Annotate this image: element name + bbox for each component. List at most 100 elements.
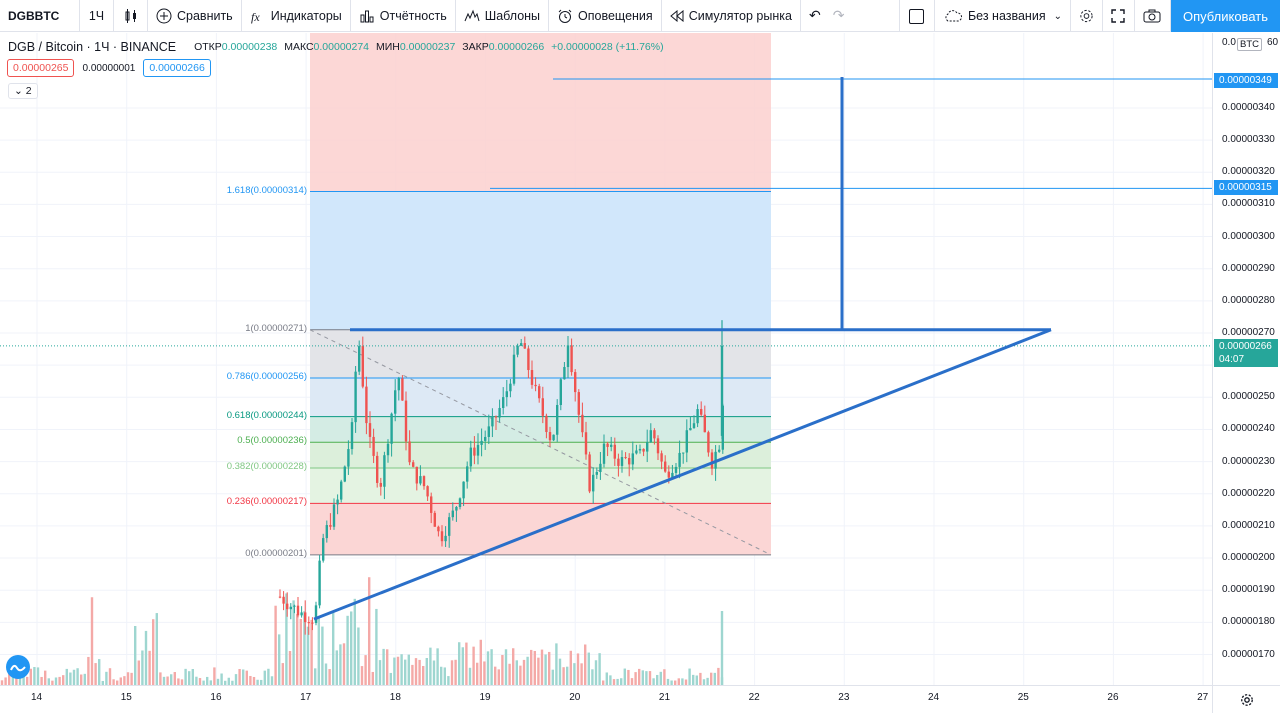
tradingview-logo[interactable] (6, 655, 30, 679)
gear-icon (1240, 693, 1253, 706)
volume-bar (386, 649, 389, 685)
volume-bar (605, 672, 608, 685)
volume-bar (195, 676, 198, 685)
candle-body (664, 461, 667, 472)
volume-bar (184, 668, 187, 685)
volume-bar (558, 658, 562, 685)
price-tick: 0.00000340 (1222, 101, 1275, 113)
volume-bar (303, 611, 306, 685)
volume-bar (281, 663, 284, 685)
undo-icon[interactable]: ↶ (808, 7, 821, 23)
volume-bar (483, 661, 486, 685)
candle-body (282, 596, 285, 604)
bid-ask-row: 0.00000265 0.00000001 0.00000266 (7, 59, 211, 77)
financials-button[interactable]: Отчётность (351, 0, 456, 32)
buy-price-box[interactable]: 0.00000266 (143, 59, 211, 77)
candle-body (476, 444, 480, 456)
volume-bar (357, 627, 360, 685)
candle-body (300, 612, 303, 616)
volume-bar (119, 677, 122, 685)
chart-canvas[interactable] (0, 33, 1212, 685)
replay-button[interactable]: Симулятор рынка (662, 0, 801, 32)
volume-bar (252, 676, 256, 685)
price-tick: 0.00000210 (1222, 519, 1275, 531)
candle-body (656, 438, 660, 454)
low-label: МИН (375, 41, 400, 53)
candle-body (408, 441, 411, 463)
volume-bar (695, 675, 698, 685)
expand-button[interactable] (1103, 0, 1135, 32)
price-tick: 0.00000250 (1222, 391, 1275, 403)
candle-body (570, 345, 573, 373)
candle-body (397, 378, 400, 391)
top-toolbar: DGBBTC 1Ч Сравнить fx Индикаторы Отчётно… (0, 0, 1280, 32)
alerts-button[interactable]: Оповещения (549, 0, 662, 32)
fx-icon: fx (251, 10, 260, 24)
toolbar-right: Без названия ⌄ Опубликовать (898, 0, 1280, 32)
time-tick: 17 (300, 692, 312, 703)
candle-body (422, 476, 426, 487)
indicators-label: Индикаторы (270, 8, 342, 23)
price-axis[interactable]: 0.00000340 0.00000330 0.00000320 0.00000310… (1212, 33, 1280, 685)
currency-badge[interactable]: BTC (1237, 38, 1262, 51)
volume-bar (170, 674, 173, 685)
chart-type-button[interactable] (114, 0, 148, 32)
volume-bar (533, 650, 536, 685)
volume-bar (231, 680, 234, 685)
triangle-support-line (313, 328, 1052, 621)
close-label: ЗАКР (462, 41, 489, 53)
layout-name-button[interactable]: Без названия ⌄ (935, 0, 1071, 32)
volume-bar (573, 663, 576, 685)
volume-bar (148, 650, 151, 685)
price-tick: 0.00000200 (1222, 552, 1275, 564)
time-axis[interactable]: 14 15 16 17 18 19 20 21 22 23 24 25 26 27 (0, 685, 1212, 713)
templates-button[interactable]: Шаблоны (456, 0, 550, 32)
volume-bar (461, 647, 464, 685)
interval-button[interactable]: 1Ч (80, 0, 114, 32)
candle-body (588, 454, 591, 492)
candle-body (667, 471, 670, 478)
open-label: ОТКР (194, 41, 222, 53)
compare-button[interactable]: Сравнить (148, 0, 242, 32)
candle-body (462, 481, 465, 499)
volume-bar (87, 656, 90, 685)
candle-body (426, 486, 429, 497)
snapshot-button[interactable] (1135, 0, 1171, 32)
redo-icon[interactable]: ↷ (832, 7, 845, 23)
candle-body (660, 453, 663, 462)
volume-bar (652, 678, 655, 685)
axis-settings-button[interactable] (1212, 685, 1280, 713)
volume-bar (242, 669, 245, 685)
sell-price-box[interactable]: 0.00000265 (7, 59, 75, 77)
volume-bar (458, 642, 461, 685)
volume-bar (432, 660, 436, 685)
volume-bar (551, 669, 554, 685)
symbol-search[interactable]: DGBBTC (0, 0, 80, 32)
indicators-collapse-toggle[interactable]: ⌄ 2 (8, 83, 38, 99)
volume-bar (692, 674, 695, 685)
settings-button[interactable] (1071, 0, 1103, 32)
volume-bar (8, 671, 11, 685)
candle-body (350, 422, 354, 450)
candle-body (336, 499, 339, 505)
candle-body (401, 378, 404, 401)
series-title[interactable]: DGB / Bitcoin · 1Ч · BINANCE (8, 40, 177, 54)
time-tick: 27 (1197, 692, 1209, 703)
publish-button[interactable]: Опубликовать (1170, 0, 1280, 32)
volume-bar (447, 676, 450, 685)
chart-pane[interactable]: 1.618(0.00000314) 1(0.00000271) 0.786(0.00… (0, 33, 1212, 685)
current-price: 0.00000266 (1219, 341, 1272, 352)
volume-bar (76, 668, 79, 685)
volume-bar (83, 673, 86, 685)
volume-bar (339, 644, 342, 685)
candle-body (538, 386, 541, 399)
price-tick: 0.00000170 (1222, 648, 1275, 660)
volume-bar (684, 679, 688, 685)
volume-bar (530, 649, 533, 685)
volume-bar (166, 676, 169, 685)
volume-bar (566, 666, 569, 685)
fullscreen-toggle[interactable] (898, 0, 935, 32)
volume-bar (720, 611, 724, 685)
indicators-button[interactable]: fx Индикаторы (242, 0, 351, 32)
alerts-label: Оповещения (578, 8, 653, 23)
